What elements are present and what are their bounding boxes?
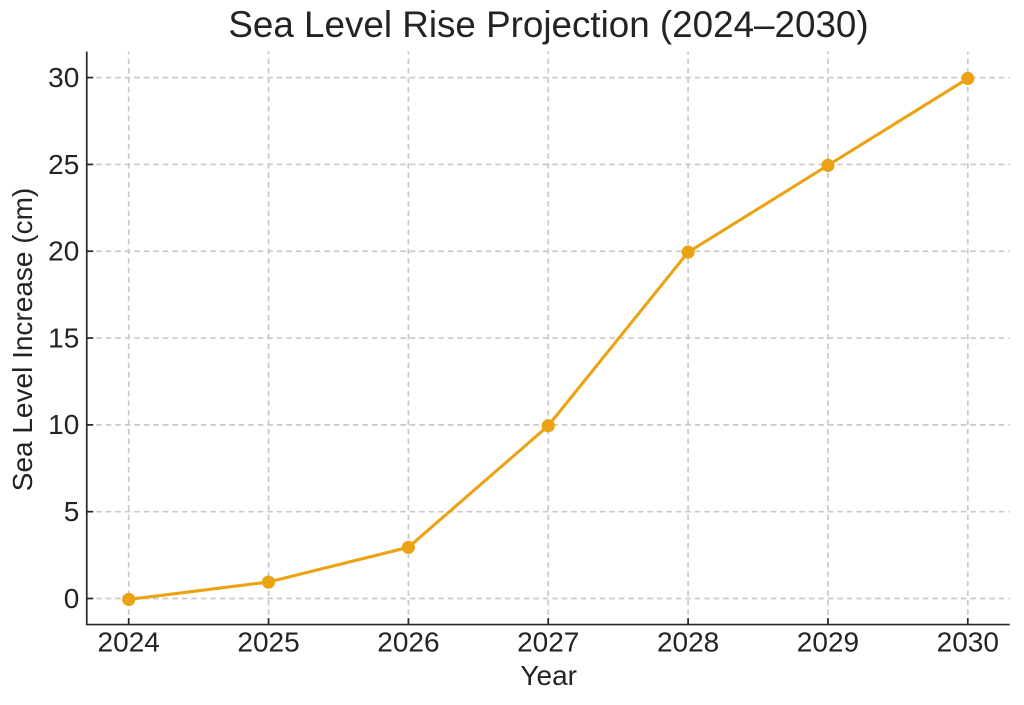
svg-text:20: 20 [48,236,79,267]
svg-text:Year: Year [520,660,577,691]
svg-text:2029: 2029 [797,626,859,657]
svg-text:2028: 2028 [657,626,719,657]
svg-text:15: 15 [48,322,79,353]
svg-text:25: 25 [48,149,79,180]
svg-text:2025: 2025 [237,626,299,657]
svg-text:2027: 2027 [517,626,579,657]
svg-text:2024: 2024 [98,626,160,657]
svg-text:10: 10 [48,409,79,440]
svg-text:Sea Level Rise Projection (202: Sea Level Rise Projection (2024–2030) [228,4,868,45]
svg-text:5: 5 [64,496,80,527]
svg-text:30: 30 [48,62,79,93]
svg-text:0: 0 [64,583,80,614]
svg-text:Sea Level Increase (cm): Sea Level Increase (cm) [7,188,38,491]
svg-text:2026: 2026 [377,626,439,657]
svg-text:2030: 2030 [937,626,999,657]
